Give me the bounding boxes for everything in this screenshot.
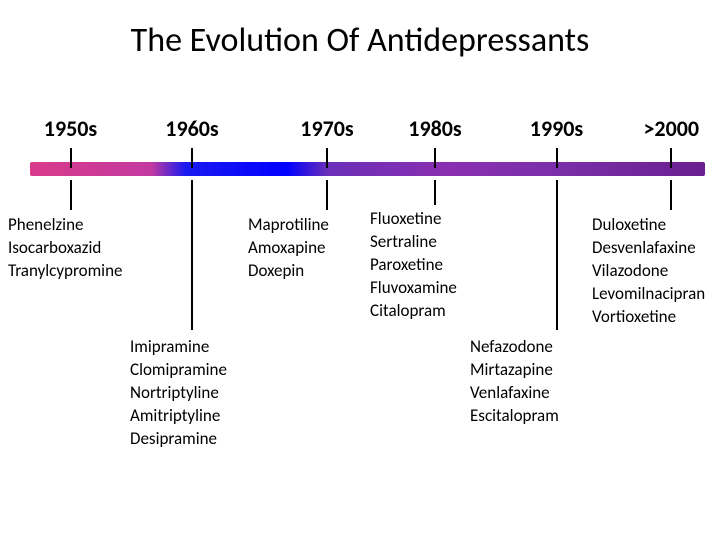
drug-name: Doxepin	[248, 260, 329, 283]
decade-label: 1950s	[44, 115, 97, 142]
drug-group-connector	[556, 180, 558, 330]
drug-name: Paroxetine	[370, 254, 457, 277]
drug-name: Sertraline	[370, 231, 457, 254]
drug-name: Fluoxetine	[370, 208, 457, 231]
page-title: The Evolution Of Antidepressants	[0, 0, 720, 61]
decade-tick	[670, 148, 672, 168]
drug-name: Clomipramine	[130, 359, 227, 382]
drug-name: Phenelzine	[8, 214, 122, 237]
drug-name: Escitalopram	[470, 405, 559, 428]
drug-group-connector	[326, 180, 328, 210]
drug-group-connector	[70, 180, 72, 210]
drug-list: DuloxetineDesvenlafaxineVilazodoneLevomi…	[592, 214, 705, 329]
decade-label: >2000	[643, 115, 699, 142]
drug-list: NefazodoneMirtazapineVenlafaxineEscitalo…	[470, 336, 559, 428]
drug-name: Nortriptyline	[130, 382, 227, 405]
decade-tick	[434, 148, 436, 168]
drug-name: Isocarboxazid	[8, 237, 122, 260]
decade-label: 1970s	[300, 115, 353, 142]
drug-name: Desvenlafaxine	[592, 237, 705, 260]
drug-name: Levomilnacipran	[592, 283, 705, 306]
decade-tick	[191, 148, 193, 168]
drug-name: Venlafaxine	[470, 382, 559, 405]
decade-tick	[70, 148, 72, 168]
decade-label: 1990s	[530, 115, 583, 142]
drug-name: Amoxapine	[248, 237, 329, 260]
drug-name: Fluvoxamine	[370, 277, 457, 300]
drug-name: Vortioxetine	[592, 306, 705, 329]
drug-group-connector	[670, 180, 672, 210]
drug-list: PhenelzineIsocarboxazidTranylcypromine	[8, 214, 122, 283]
drug-name: Vilazodone	[592, 260, 705, 283]
decade-tick	[326, 148, 328, 168]
decade-tick	[556, 148, 558, 168]
drug-list: MaprotilineAmoxapineDoxepin	[248, 214, 329, 283]
drug-name: Imipramine	[130, 336, 227, 359]
drug-group-connector	[191, 180, 193, 330]
drug-name: Maprotiline	[248, 214, 329, 237]
drug-name: Citalopram	[370, 300, 457, 323]
drug-name: Desipramine	[130, 428, 227, 451]
timeline	[30, 158, 705, 180]
decade-label: 1960s	[165, 115, 218, 142]
drug-group-connector	[434, 180, 436, 205]
drug-name: Nefazodone	[470, 336, 559, 359]
decade-labels-row: 1950s 1960s 1970s 1980s 1990s >2000	[0, 115, 720, 145]
drug-name: Amitriptyline	[130, 405, 227, 428]
drug-name: Mirtazapine	[470, 359, 559, 382]
drug-list: FluoxetineSertralineParoxetineFluvoxamin…	[370, 208, 457, 323]
drug-list: ImipramineClomipramineNortriptylineAmitr…	[130, 336, 227, 451]
drug-name: Duloxetine	[592, 214, 705, 237]
timeline-gradient-bar	[30, 162, 705, 176]
drug-name: Tranylcypromine	[8, 260, 122, 283]
decade-label: 1980s	[408, 115, 461, 142]
